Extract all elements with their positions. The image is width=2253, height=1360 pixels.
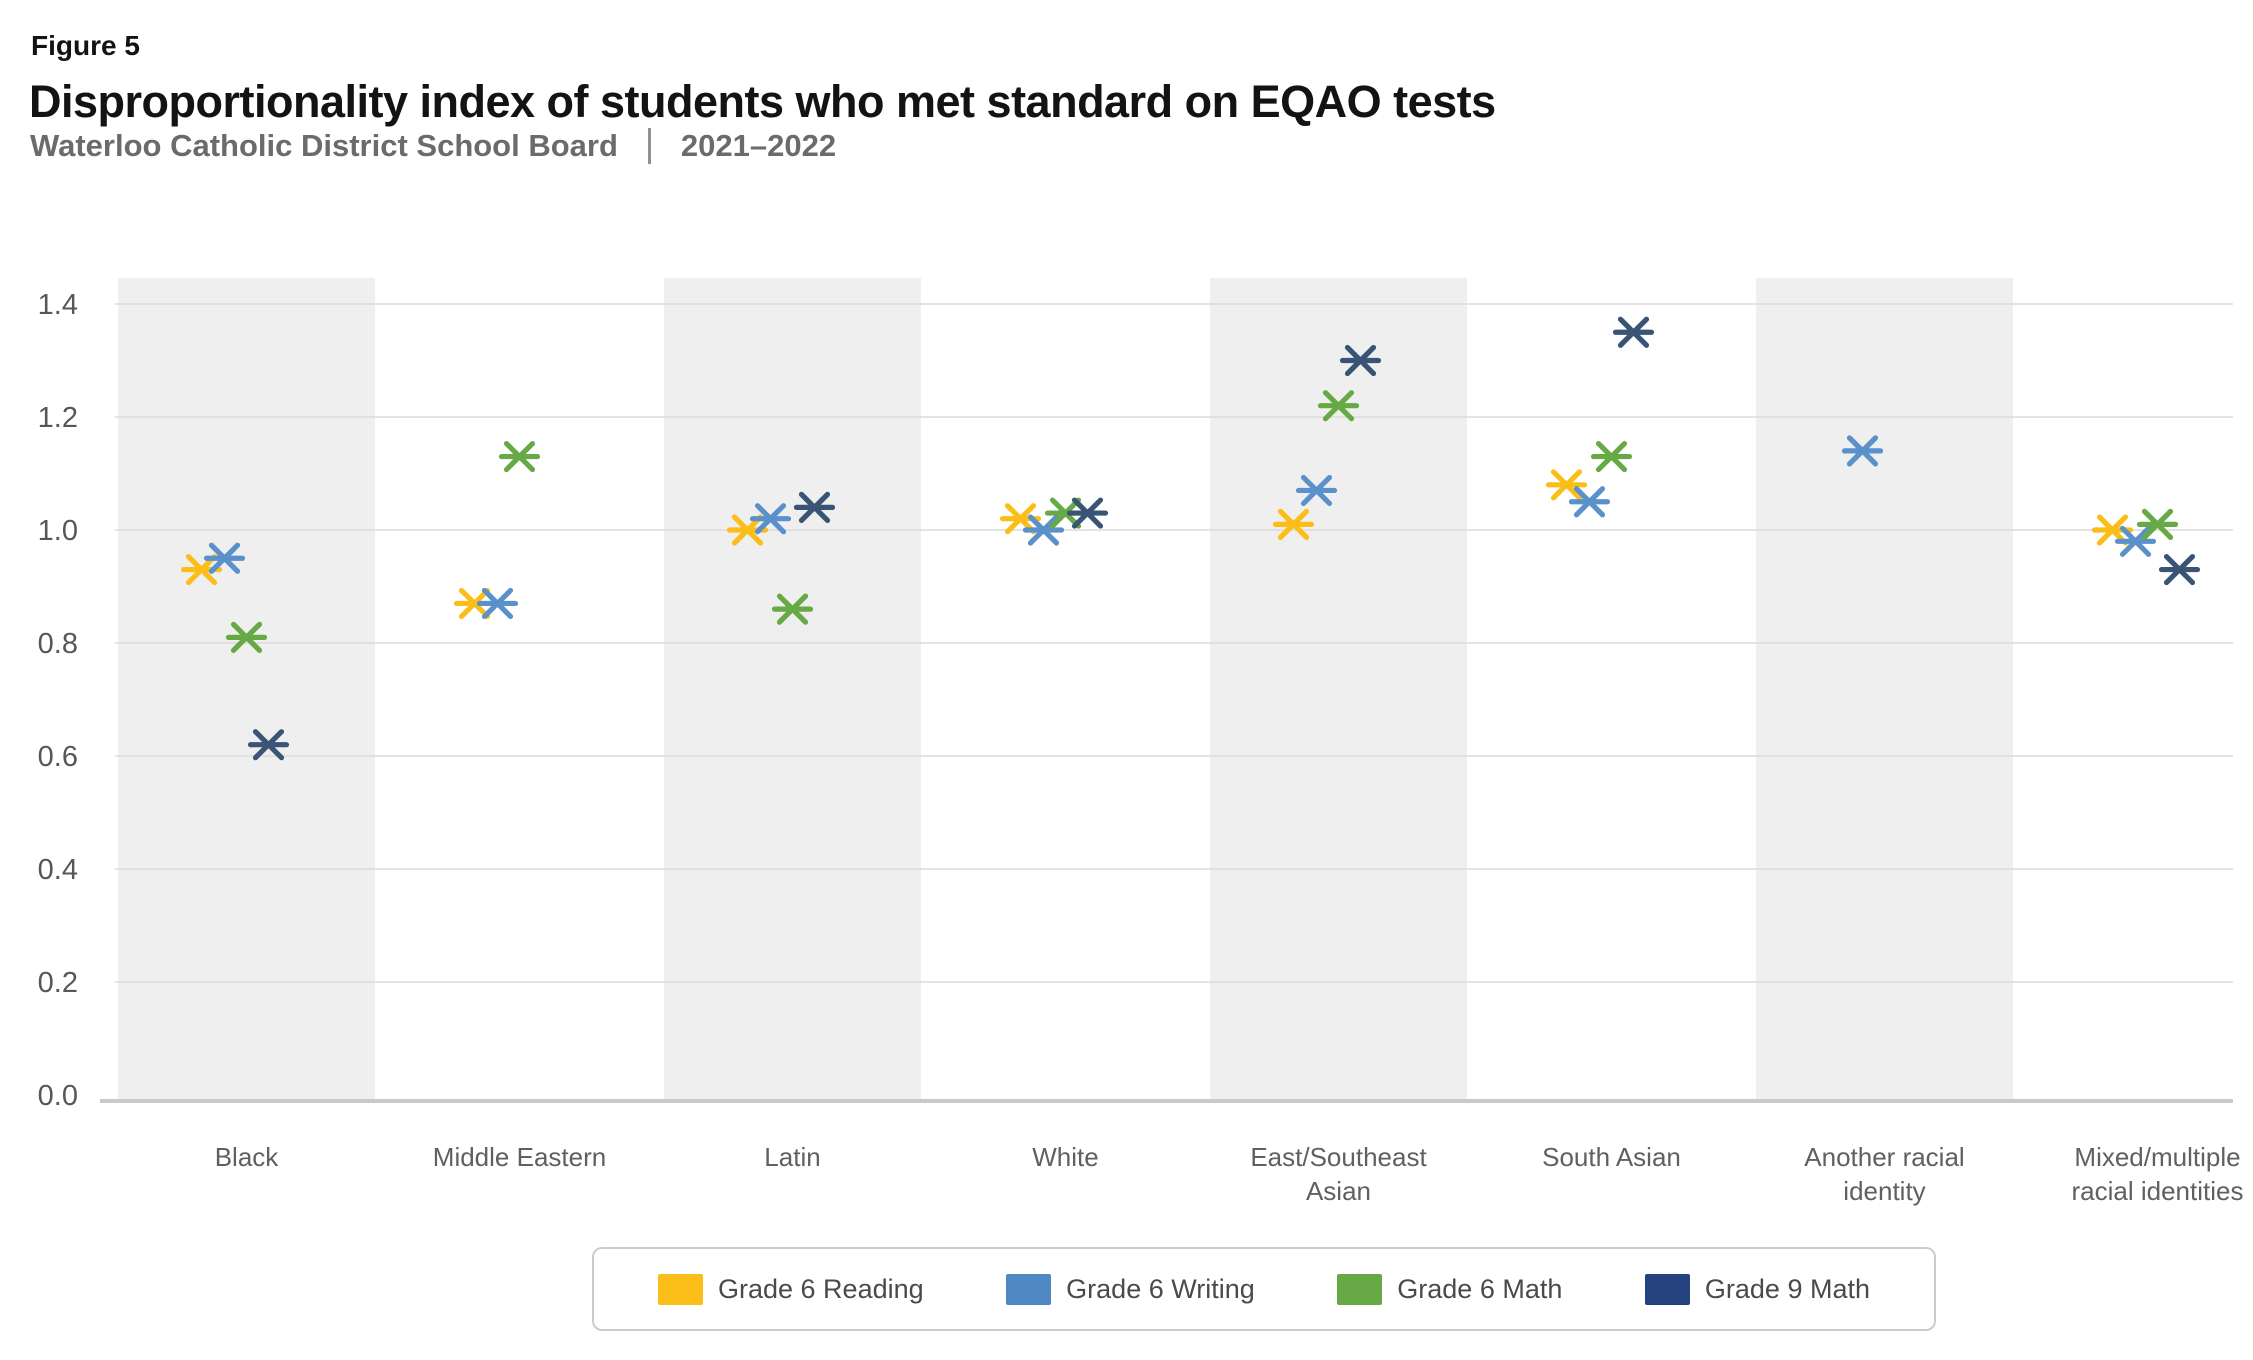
legend-label: Grade 6 Math (1397, 1273, 1563, 1304)
figure-label: Figure 5 (31, 30, 140, 61)
data-point-marker (203, 542, 246, 574)
data-point-marker (1272, 508, 1315, 540)
category-band (664, 278, 921, 1103)
data-point-marker (225, 621, 268, 653)
data-point-marker (1841, 435, 1884, 467)
data-point-marker (1545, 469, 1588, 501)
y-tick-label: 1.0 (38, 515, 78, 547)
chart-canvas: 0.0 0.2 0.4 0.6 0.8 1.0 1.2 1.4 Black Middle East… (38, 278, 2244, 1206)
data-point-marker (1022, 514, 1065, 546)
data-point-marker (749, 503, 792, 535)
x-category-label: South Asian (1542, 1142, 1681, 1172)
data-point-marker (247, 729, 290, 761)
data-point-marker (2136, 508, 2179, 540)
data-point-marker (1066, 497, 1109, 529)
legend-swatch (1644, 1273, 1690, 1305)
x-category-label: Latin (764, 1142, 820, 1172)
x-category-label: Another racial identity (1804, 1142, 1964, 1206)
category-band (1756, 278, 2013, 1103)
legend-swatch (658, 1273, 703, 1305)
legend-item: Grade 6 Reading (658, 1273, 924, 1305)
data-point-marker (1295, 474, 1338, 507)
x-category-label: White (1032, 1142, 1098, 1172)
data-point-marker (793, 491, 836, 523)
x-category-label: Black (215, 1142, 280, 1172)
legend-item: Grade 6 Writing (1006, 1273, 1255, 1305)
legend-item: Grade 9 Math (1644, 1273, 1870, 1305)
data-point-marker (771, 593, 814, 625)
data-point-marker (1568, 486, 1611, 518)
legend-swatch (1337, 1273, 1383, 1305)
y-tick-label: 0.4 (38, 854, 78, 886)
y-tick-label: 0.0 (38, 1080, 78, 1112)
data-point-marker (476, 587, 519, 620)
data-point-marker (2114, 525, 2157, 557)
category-band (1210, 278, 1467, 1103)
y-tick-label: 1.4 (38, 289, 78, 321)
data-point-marker (2158, 553, 2201, 586)
y-tick-label: 0.8 (38, 628, 78, 660)
legend-label: Grade 6 Writing (1066, 1273, 1255, 1304)
subtitle-year: 2021–2022 (680, 128, 837, 163)
y-tick-label: 0.6 (38, 741, 78, 773)
data-point-marker (1590, 440, 1633, 473)
data-point-marker (1339, 344, 1382, 377)
chart-title: Disproportionality index of students who… (29, 76, 1496, 127)
subtitle-organization: Waterloo Catholic District School Board (30, 128, 618, 163)
y-tick-label: 0.2 (38, 967, 78, 999)
x-category-label: Mixed/multiple racial identities (2072, 1142, 2244, 1206)
legend-label: Grade 9 Math (1704, 1273, 1870, 1304)
legend-swatch (1006, 1273, 1052, 1305)
chart-legend: Grade 6 Reading Grade 6 Writing Grade 6 Ma… (592, 1247, 1936, 1331)
subtitle-divider-bar (647, 128, 651, 164)
legend-label: Grade 6 Reading (718, 1273, 924, 1304)
x-category-label: East/Southeast Asian (1250, 1142, 1427, 1206)
chart-subtitle: Waterloo Catholic District School Board … (30, 128, 836, 164)
x-category-label: Middle Eastern (433, 1142, 606, 1172)
data-point-marker (498, 440, 541, 473)
data-point-marker (1317, 390, 1360, 422)
y-tick-label: 1.2 (38, 402, 78, 434)
category-band (118, 278, 375, 1103)
legend-item: Grade 6 Math (1337, 1273, 1563, 1305)
data-point-marker (1612, 316, 1655, 348)
